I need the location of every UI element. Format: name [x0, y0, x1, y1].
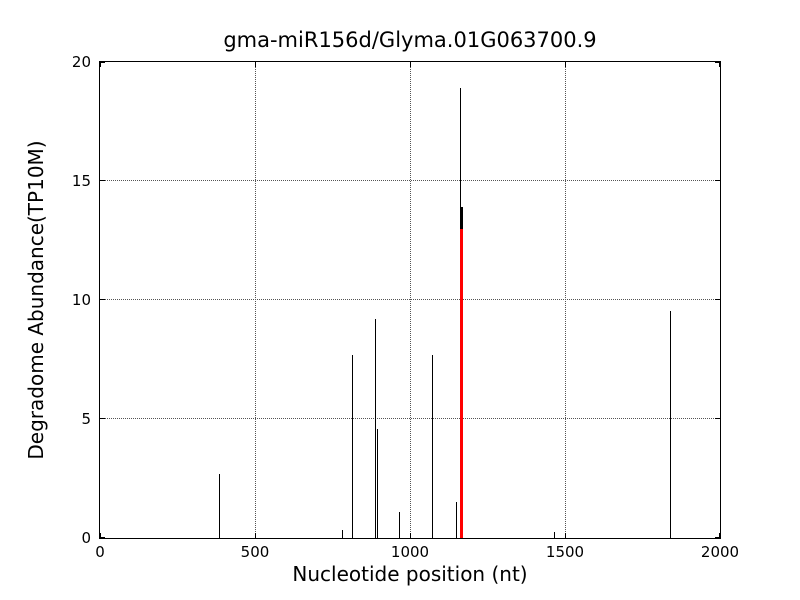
y-tick-mark — [100, 299, 105, 300]
y-gridline — [100, 299, 720, 300]
y-tick-label: 15 — [71, 172, 91, 190]
plot-area — [99, 61, 721, 539]
degradome-stem — [351, 354, 353, 538]
x-gridline — [255, 62, 256, 538]
x-tick-mark — [565, 533, 566, 538]
x-tick-mark — [719, 62, 720, 67]
y-tick-label: 10 — [71, 291, 91, 309]
y-tick-label: 5 — [81, 410, 91, 428]
x-tick-mark — [100, 533, 101, 538]
cleavage-site-stem — [459, 228, 463, 538]
x-axis-label: Nucleotide position (nt) — [292, 562, 528, 586]
y-tick-mark — [715, 537, 720, 538]
degradome-stem — [456, 502, 457, 538]
degradome-stem — [553, 532, 555, 538]
x-tick-mark — [565, 62, 566, 67]
x-tick-mark — [255, 62, 256, 67]
y-tick-mark — [100, 62, 105, 63]
y-tick-mark — [715, 418, 720, 419]
degradome-stem — [670, 310, 672, 538]
x-tick-label: 1500 — [545, 543, 585, 561]
degradome-stem — [341, 529, 343, 538]
x-gridline — [565, 62, 566, 538]
y-gridline — [100, 418, 720, 419]
x-tick-mark — [255, 533, 256, 538]
x-tick-mark — [719, 533, 720, 538]
y-tick-mark — [715, 299, 720, 300]
degradome-stem — [432, 354, 434, 538]
y-tick-mark — [715, 62, 720, 63]
x-gridline — [410, 62, 411, 538]
x-tick-mark — [410, 62, 411, 67]
x-tick-mark — [100, 62, 101, 67]
x-tick-label: 1000 — [390, 543, 430, 561]
y-tick-mark — [100, 180, 105, 181]
degradome-stem — [218, 473, 220, 538]
degradome-stem — [398, 511, 400, 538]
x-tick-label: 0 — [95, 543, 105, 561]
chart-title: gma-miR156d/Glyma.01G063700.9 — [223, 28, 597, 52]
y-tick-mark — [100, 537, 105, 538]
x-tick-label: 2000 — [700, 543, 740, 561]
y-gridline — [100, 180, 720, 181]
y-tick-label: 0 — [81, 529, 91, 547]
degradome-stem — [374, 319, 376, 538]
y-tick-mark — [100, 418, 105, 419]
x-tick-mark — [410, 533, 411, 538]
y-tick-label: 20 — [71, 53, 91, 71]
degradome-stem — [376, 428, 378, 538]
y-tick-mark — [715, 180, 720, 181]
x-tick-label: 500 — [240, 543, 270, 561]
